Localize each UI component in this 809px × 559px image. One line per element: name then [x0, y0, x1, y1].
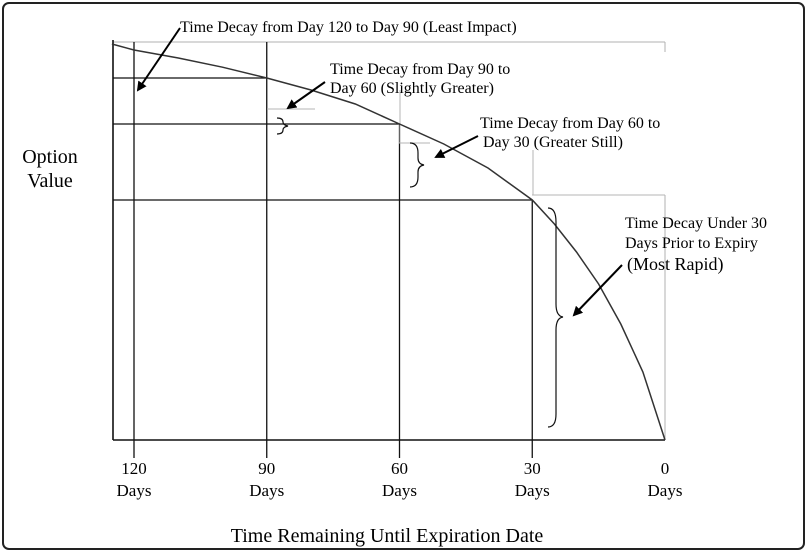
y-axis-label-line1: Option — [22, 146, 78, 168]
arrow-60-30 — [434, 135, 479, 158]
tick-label-90: 90 — [258, 459, 275, 478]
arrow-90-60 — [286, 81, 326, 110]
annotation-90-60-line1: Time Decay from Day 90 to — [330, 61, 510, 78]
tick-label-120: 120 — [121, 459, 147, 478]
decay-curve — [111, 43, 666, 441]
brace-60-30 — [409, 142, 425, 188]
reference-lines — [113, 42, 665, 458]
annotation-30-0-line1: Time Decay Under 30 — [625, 215, 767, 232]
y-axis-label-line2: Value — [27, 170, 73, 192]
tick-label-60-unit: Days — [382, 481, 417, 500]
decay-curve-line — [111, 43, 666, 441]
tick-label-60: 60 — [391, 459, 408, 478]
tick-label-30: 30 — [524, 459, 541, 478]
tick-label-90-unit: Days — [249, 481, 284, 500]
annotation-90-60-line2: Day 60 (Slightly Greater) — [330, 80, 494, 97]
tick-label-0: 0 — [661, 459, 670, 478]
arrow-30-0 — [572, 264, 623, 317]
annotation-30-0-line3: (Most Rapid) — [627, 254, 724, 275]
annotation-60-30-line1: Time Decay from Day 60 to — [480, 115, 660, 132]
brace-90-60 — [276, 117, 289, 135]
tick-label-0-unit: Days — [648, 481, 683, 500]
arrow-120-90 — [136, 27, 181, 92]
annotation-120-90: Time Decay from Day 120 to Day 90 (Least… — [180, 19, 517, 36]
brace-30-0 — [547, 207, 564, 428]
outer-border — [2, 2, 805, 550]
tick-label-120-unit: Days — [117, 481, 152, 500]
x-axis-label: Time Remaining Until Expiration Date — [231, 525, 544, 547]
annotation-30-0-line2: Days Prior to Expiry — [625, 235, 758, 252]
tick-label-30-unit: Days — [515, 481, 550, 500]
plot-box — [113, 41, 666, 440]
annotation-60-30-line2: Day 30 (Greater Still) — [483, 134, 623, 151]
x-tick-labels: 120 Days 90 Days 60 Days 30 Days 0 Days — [117, 459, 683, 500]
